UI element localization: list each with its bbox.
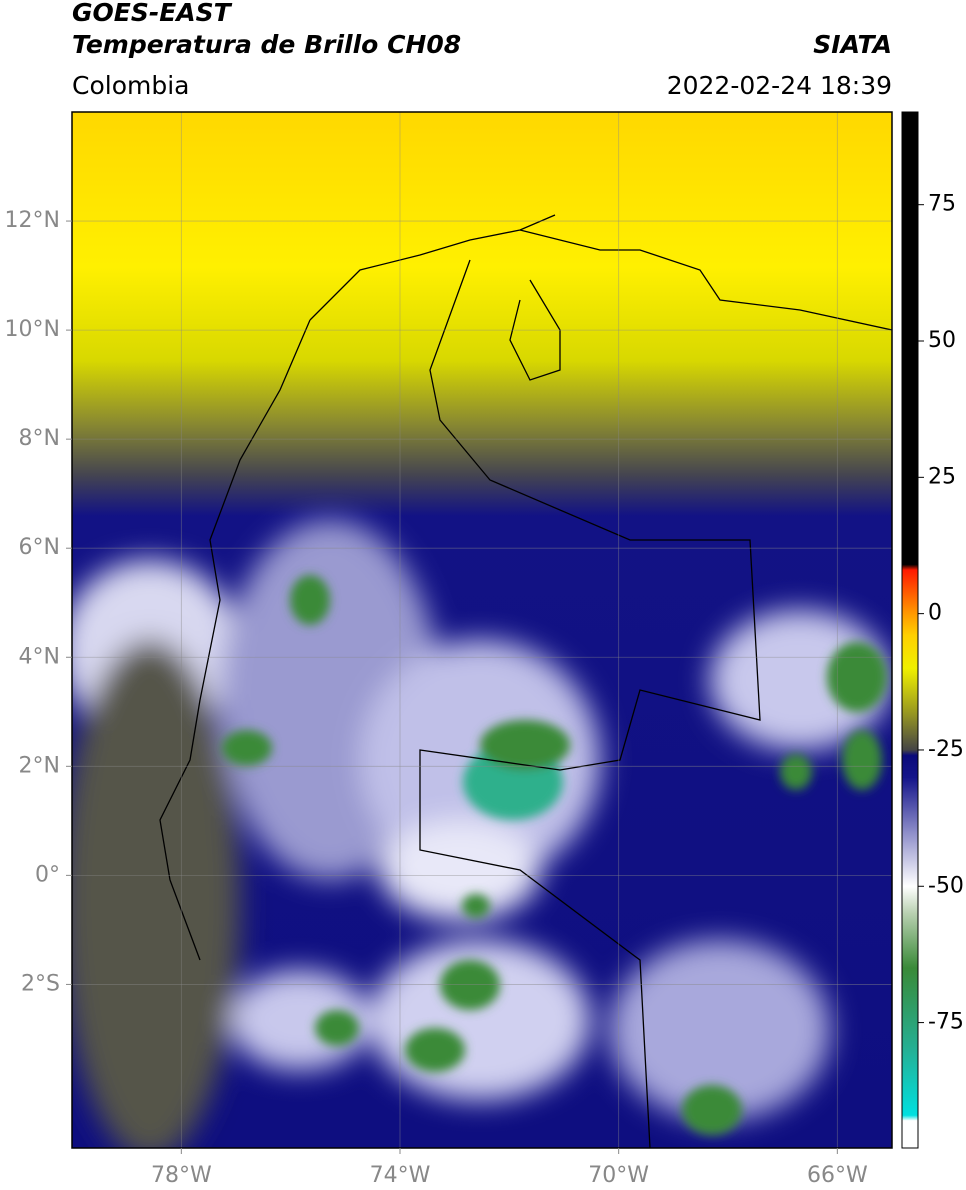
lat-tick-label: 6°N bbox=[19, 535, 60, 560]
lat-tick-label: 10°N bbox=[5, 317, 60, 342]
colorbar-tick-label: 75 bbox=[928, 192, 956, 217]
lat-tick-label: 2°S bbox=[21, 971, 60, 996]
lon-tick-label: 74°W bbox=[370, 1163, 431, 1188]
lat-tick-label: 0° bbox=[35, 862, 60, 887]
source: SIATA bbox=[813, 30, 892, 59]
title: GOES-EAST bbox=[72, 0, 233, 27]
subtitle: Temperatura de Brillo CH08 bbox=[72, 30, 461, 59]
lon-tick-label: 70°W bbox=[588, 1163, 649, 1188]
lon-tick-label: 66°W bbox=[807, 1163, 868, 1188]
lat-tick-label: 8°N bbox=[19, 426, 60, 451]
colorbar-tick-label: 50 bbox=[928, 328, 956, 353]
colorbar-tick-label: -75 bbox=[928, 1010, 964, 1035]
lat-tick-label: 2°N bbox=[19, 753, 60, 778]
colorbar-tick-label: -25 bbox=[928, 737, 964, 762]
colorbar bbox=[901, 111, 919, 1149]
datetime: 2022-02-24 18:39 bbox=[667, 71, 892, 100]
colorbar-tick-label: 25 bbox=[928, 464, 956, 489]
region: Colombia bbox=[72, 71, 189, 100]
satellite-image bbox=[72, 112, 892, 1148]
colorbar-tick-label: -50 bbox=[928, 873, 964, 898]
map-frame bbox=[71, 111, 893, 1149]
grid bbox=[72, 112, 892, 1148]
lat-tick-label: 12°N bbox=[5, 208, 60, 233]
lat-tick-label: 4°N bbox=[19, 644, 60, 669]
colorbar-tick-label: 0 bbox=[928, 601, 942, 626]
lon-tick-label: 78°W bbox=[151, 1163, 212, 1188]
